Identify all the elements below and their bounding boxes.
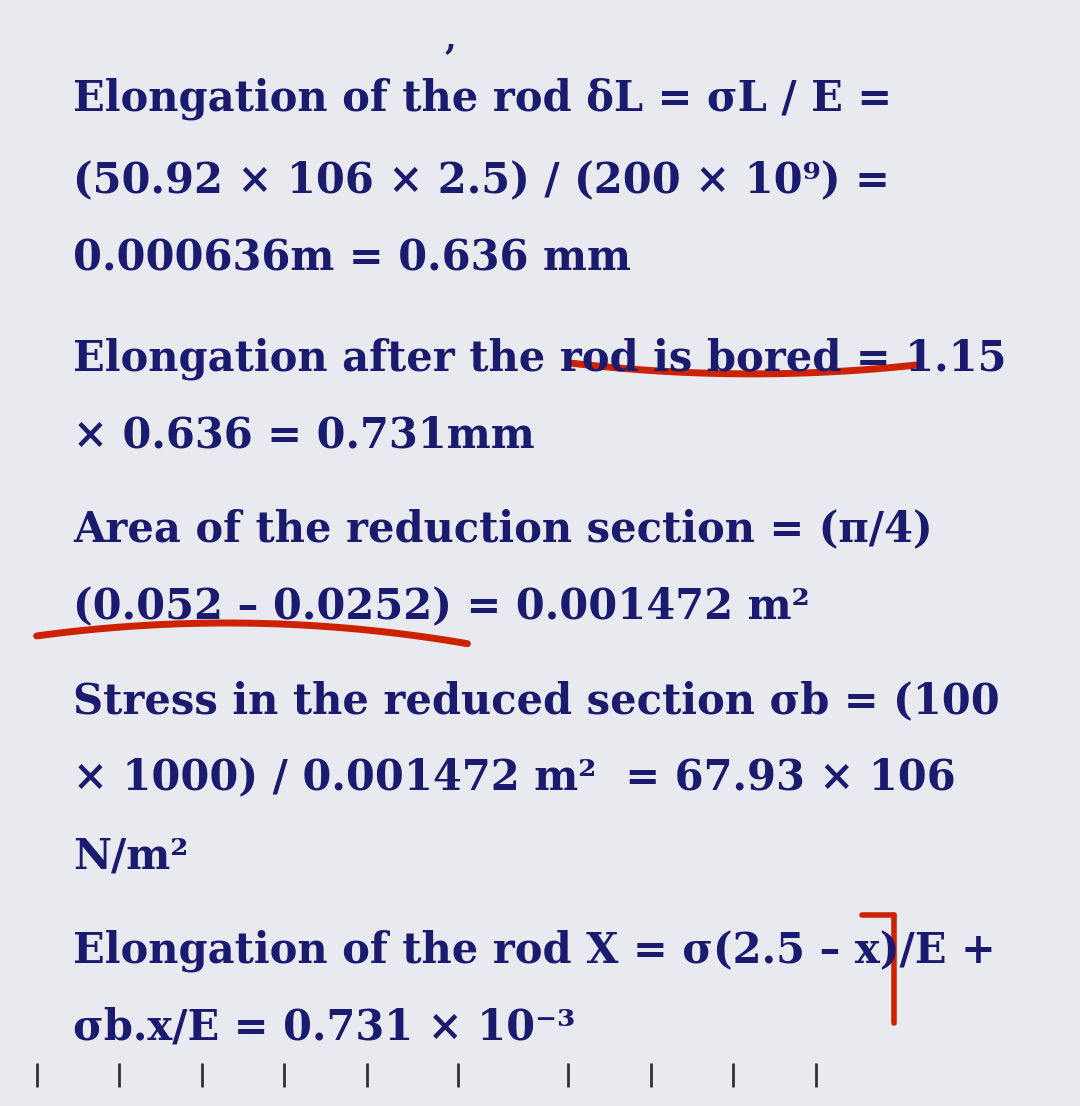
Text: (0.052 – 0.0252) = 0.001472 m²: (0.052 – 0.0252) = 0.001472 m²	[73, 586, 810, 628]
Text: Area of the reduction section = (π/4): Area of the reduction section = (π/4)	[73, 509, 933, 551]
Text: (50.92 × 106 × 2.5) / (200 × 10⁹) =: (50.92 × 106 × 2.5) / (200 × 10⁹) =	[73, 160, 890, 202]
Text: Elongation after the rod is bored = 1.15: Elongation after the rod is bored = 1.15	[73, 337, 1007, 379]
Text: 0.000636m = 0.636 mm: 0.000636m = 0.636 mm	[73, 238, 632, 280]
Text: σb.x/E = 0.731 × 10⁻³: σb.x/E = 0.731 × 10⁻³	[73, 1006, 576, 1048]
Text: ,: ,	[445, 22, 456, 55]
Text: Elongation of the rod X = σ(2.5 – x)/E +: Elongation of the rod X = σ(2.5 – x)/E +	[73, 929, 996, 971]
Text: × 0.636 = 0.731mm: × 0.636 = 0.731mm	[73, 415, 535, 457]
Text: Elongation of the rod δL = σL / E =: Elongation of the rod δL = σL / E =	[73, 77, 892, 119]
Text: × 1000) / 0.001472 m²  = 67.93 × 106: × 1000) / 0.001472 m² = 67.93 × 106	[73, 758, 956, 800]
Text: Stress in the reduced section σb = (100: Stress in the reduced section σb = (100	[73, 680, 1000, 722]
Text: N/m²: N/m²	[73, 835, 189, 877]
